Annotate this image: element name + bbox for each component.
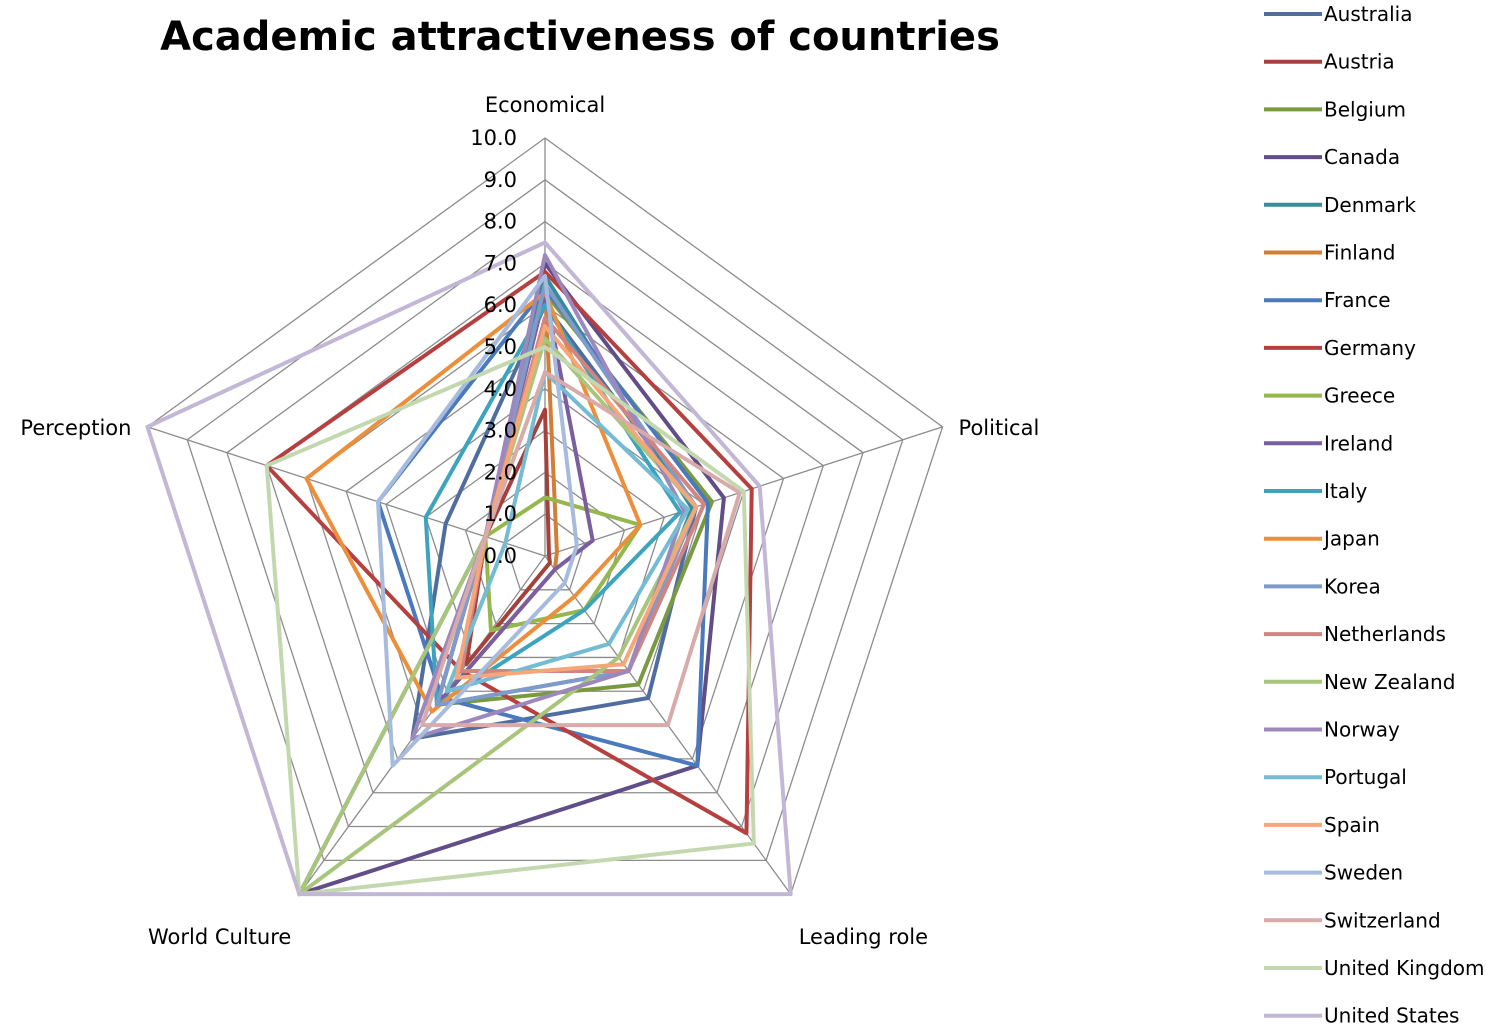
legend-label: United Kingdom [1324,956,1485,980]
legend-label: Greece [1324,384,1395,408]
grid-ring [424,429,666,659]
legend-label: Switzerland [1324,908,1441,932]
series-line [483,495,643,633]
tick-label: 7.0 [484,251,517,275]
series-line [410,253,687,741]
series-line [304,290,643,714]
tick-label: 9.0 [484,168,517,192]
series-line [264,269,754,836]
grid-ring [504,513,586,591]
legend-label: Australia [1324,2,1412,26]
series-line [464,407,552,667]
series-line [454,324,699,680]
tick-label: 5.0 [484,335,517,359]
legend-label: Italy [1324,479,1368,503]
tick-label: 6.0 [484,293,517,317]
legend-label: Canada [1324,145,1400,169]
legend-label: Portugal [1324,765,1407,789]
grid-spoke [147,426,546,557]
legend-label: Japan [1322,527,1380,551]
axis-labels: Economical Political Leading role World Cul… [20,93,1039,949]
legend-label: Spain [1324,813,1380,837]
tick-label: 0.0 [484,544,517,568]
tick-label: 4.0 [484,377,517,401]
legend-label: Finland [1324,241,1395,265]
radar-grid [146,137,944,895]
legend-label: Belgium [1324,97,1406,121]
grid-ring [186,178,904,862]
legend-label: New Zealand [1324,670,1455,694]
series-line [264,345,756,897]
legend-label: Sweden [1324,861,1403,885]
series-line [145,240,793,897]
legend: Australia Austria Belgium Canada Denmark Finl… [1264,2,1485,1025]
legend-label: Korea [1324,574,1381,598]
grid-ring [226,220,864,828]
radial-tick-labels: 0.0 1.0 2.0 3.0 4.0 5.0 6.0 7.0 8.0 9.0 10.0 [470,126,517,568]
axis-label: Political [959,416,1040,440]
legend-label: Netherlands [1324,622,1446,646]
legend-label: France [1324,288,1391,312]
tick-label: 2.0 [484,460,517,484]
tick-label: 10.0 [470,126,517,150]
series-lines [145,240,793,897]
grid-ring [464,471,626,625]
axis-label: Economical [485,93,605,117]
chart-title: Academic attractiveness of countries [160,14,1000,60]
tick-label: 3.0 [484,419,517,443]
legend-label: Ireland [1324,431,1393,455]
axis-label: Leading role [799,925,928,949]
legend-label: Austria [1324,50,1395,74]
series-line [376,273,579,768]
axis-label: World Culture [148,925,291,949]
tick-label: 8.0 [484,210,517,234]
legend-label: Germany [1324,336,1416,360]
legend-label: United States [1324,1004,1459,1025]
series-line [444,370,691,694]
legend-label: Norway [1324,718,1400,742]
legend-label: Denmark [1324,193,1416,217]
axis-label: Perception [20,416,131,440]
tick-label: 1.0 [484,502,517,526]
series-line [420,370,742,728]
